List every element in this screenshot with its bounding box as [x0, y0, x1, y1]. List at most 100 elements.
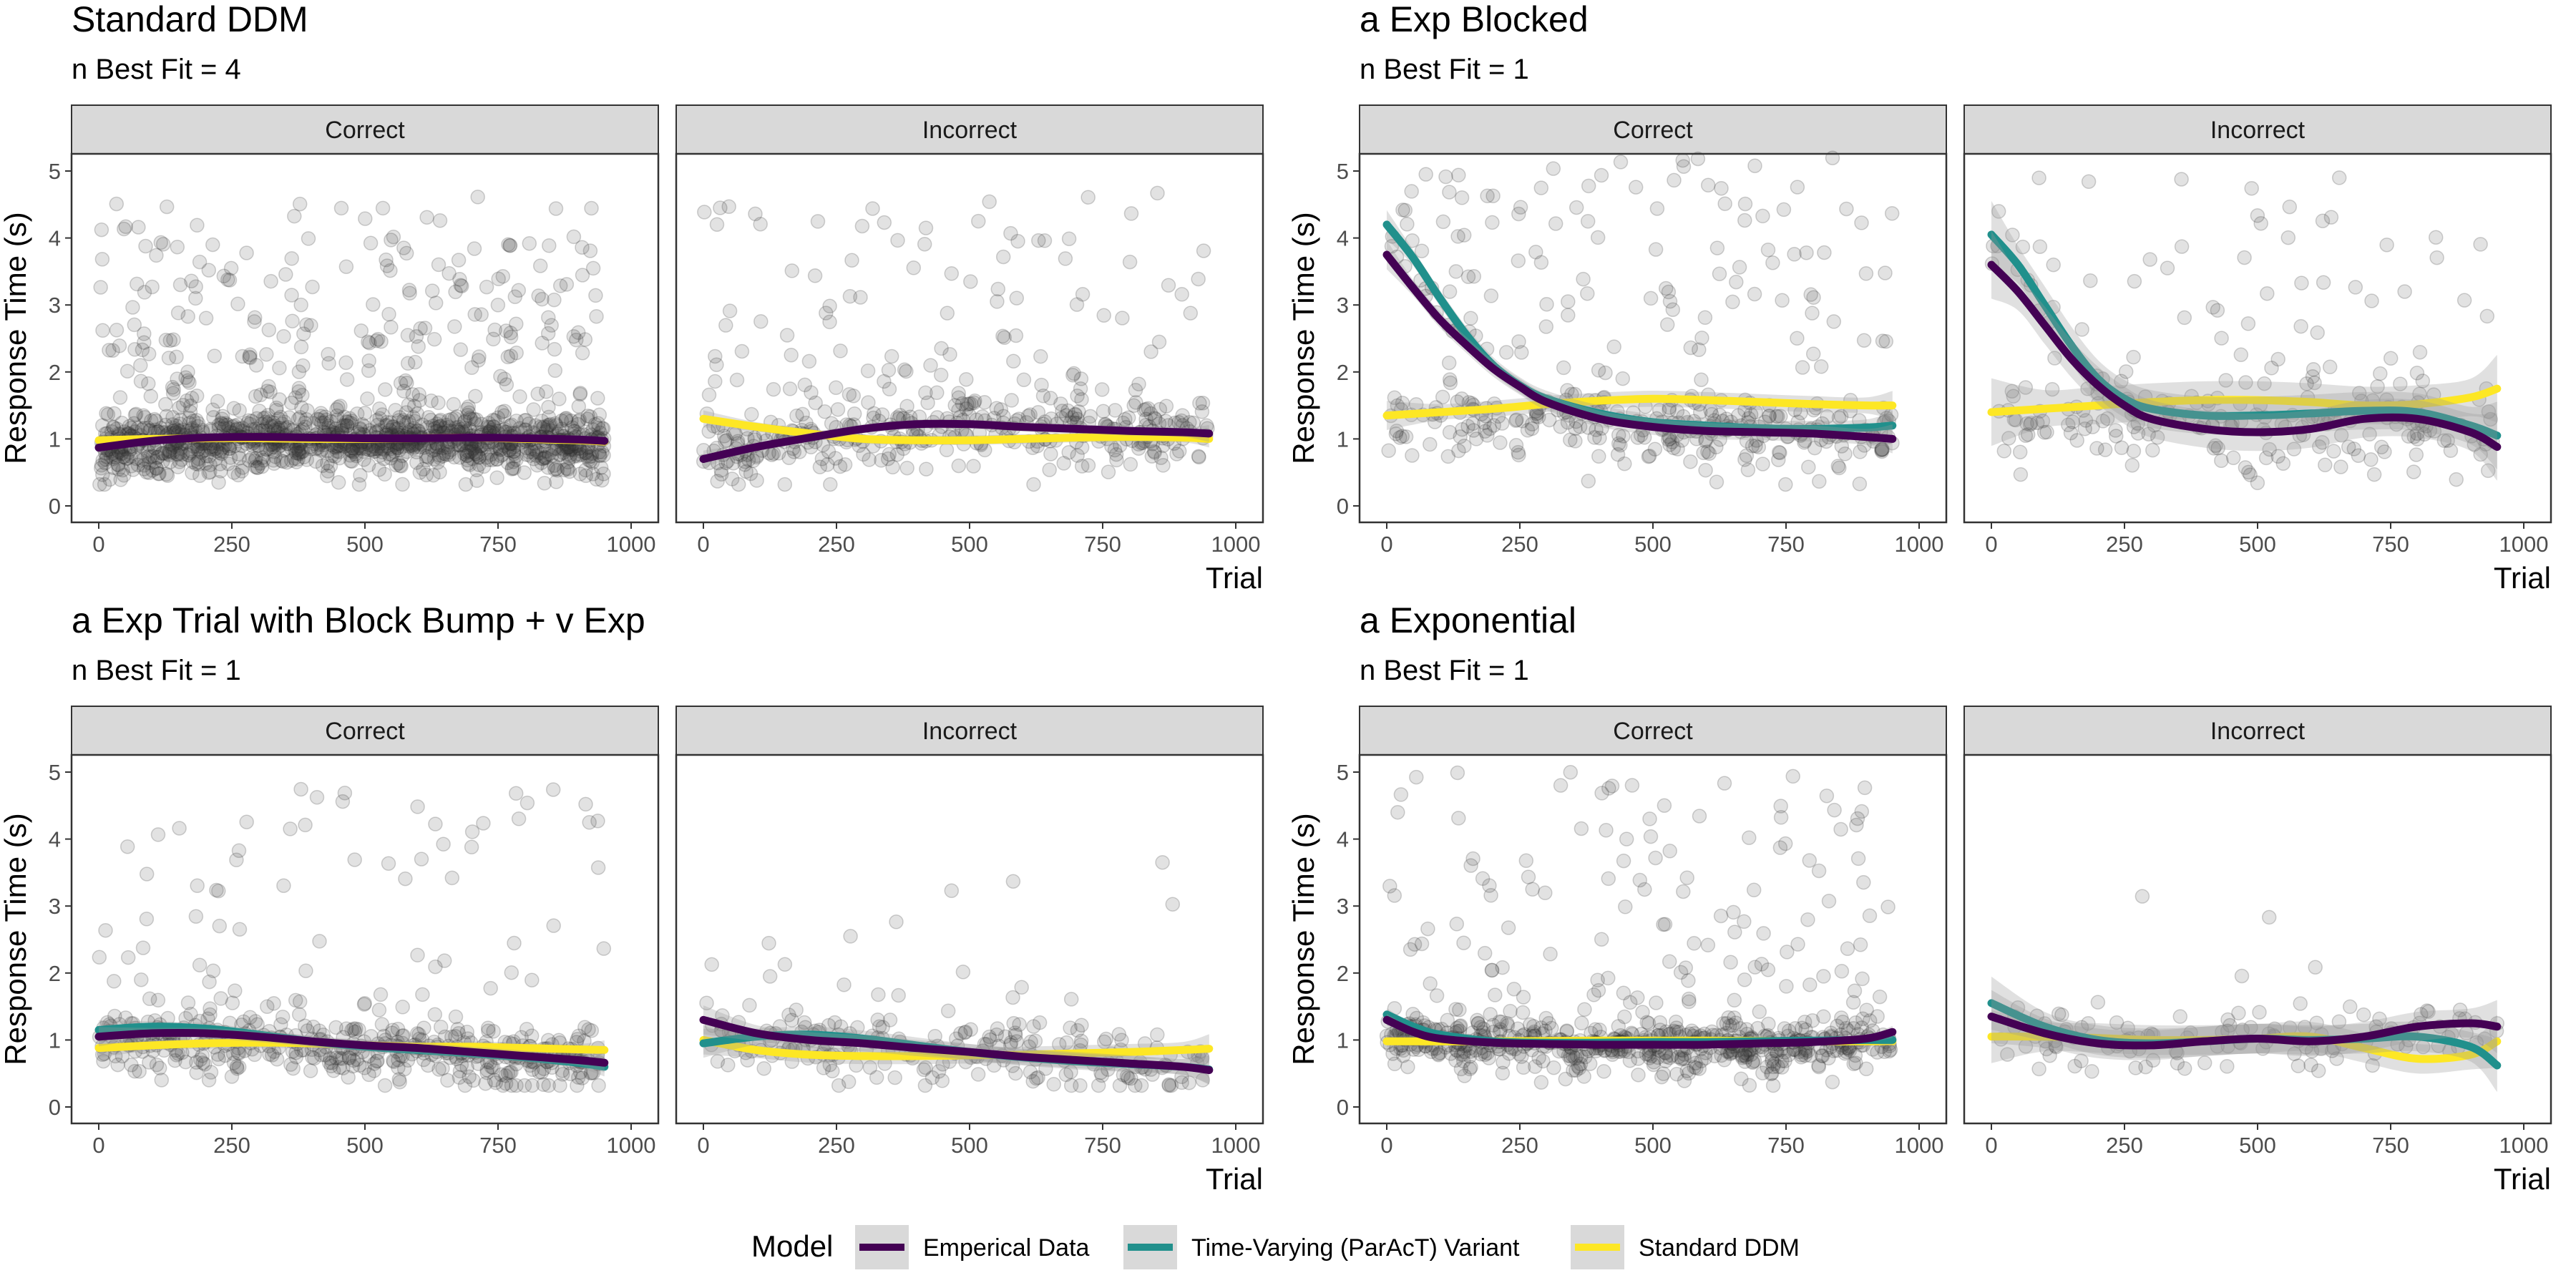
scatter-point [492, 442, 508, 457]
scatter-point [1521, 869, 1536, 884]
scatter-point [186, 413, 201, 429]
scatter-point [119, 364, 135, 379]
scatter-point [1839, 1044, 1854, 1060]
scatter-point [522, 235, 537, 251]
scatter-point [1435, 214, 1451, 230]
scatter-point [250, 460, 265, 475]
facet-correct: Correct 0 250 500 750 1000 0 1 2 3 4 5 [49, 706, 660, 1158]
scatter-point [374, 444, 390, 459]
scatter-point [497, 371, 512, 386]
scatter-point [446, 396, 462, 412]
scatter-point [995, 249, 1011, 265]
scatter-point [1183, 306, 1199, 321]
scatter-point [537, 450, 552, 466]
scatter-point [258, 414, 273, 430]
scatter-point [292, 196, 308, 212]
scatter-point [436, 446, 452, 462]
scatter-point [1539, 296, 1554, 312]
scatter-point [188, 279, 203, 294]
scatter-point [509, 316, 524, 331]
scatter-point [472, 457, 487, 472]
scatter-point [1042, 462, 1057, 477]
scatter-point [398, 373, 414, 389]
scatter-point [331, 444, 347, 459]
panel-subtitle: n Best Fit = 1 [72, 655, 241, 686]
scatter-point [2083, 273, 2098, 288]
scatter-point [464, 444, 479, 459]
scatter-point [116, 467, 132, 483]
scatter-point [764, 447, 779, 462]
facet-strip-label: Incorrect [922, 718, 1018, 745]
scatter-point [820, 457, 835, 472]
scatter-point [2308, 960, 2323, 975]
scatter-point [495, 268, 511, 284]
scatter-point [271, 411, 286, 426]
scatter-point [366, 444, 381, 459]
scatter-point [284, 251, 299, 266]
scatter-point [262, 414, 278, 429]
scatter-point [887, 1070, 902, 1085]
scatter-point [502, 442, 517, 458]
scatter-point [288, 992, 303, 1008]
scatter-point [351, 1022, 366, 1037]
scatter-point [318, 409, 333, 424]
scatter-point [530, 386, 545, 401]
scatter-point [779, 328, 795, 343]
scatter-point [212, 445, 227, 460]
scatter-point [1155, 854, 1170, 870]
scatter-point [1850, 851, 1866, 867]
scatter-point [305, 279, 320, 295]
scatter-point [503, 329, 519, 345]
scatter-point [1108, 447, 1124, 462]
scatter-point [1006, 353, 1021, 369]
scatter-point [435, 1060, 450, 1076]
scatter-point [276, 443, 291, 458]
scatter-point [1483, 888, 1498, 903]
scatter-point [339, 372, 355, 387]
scatter-point [384, 320, 399, 335]
scatter-point [1854, 804, 1870, 819]
scatter-point [1073, 381, 1088, 396]
scatter-point [459, 401, 475, 416]
scatter-point [547, 292, 562, 308]
facet-strip-label: Incorrect [2210, 718, 2306, 745]
x-tick-label: 250 [818, 1133, 855, 1158]
scatter-point [94, 252, 110, 267]
scatter-point [417, 321, 433, 336]
scatter-point [1594, 932, 1609, 947]
scatter-point [279, 454, 295, 470]
scatter-point [499, 377, 514, 392]
scatter-point [1405, 448, 1420, 463]
scatter-point [542, 447, 557, 462]
scatter-point [704, 957, 719, 972]
scatter-point [149, 248, 164, 263]
scatter-point [295, 387, 310, 403]
scatter-point [535, 451, 550, 466]
scatter-point [1513, 200, 1528, 215]
x-axis-title: Trial [1206, 561, 1263, 595]
scatter-point [2069, 433, 2084, 448]
scatter-point [215, 411, 230, 426]
scatter-point [592, 448, 608, 464]
scatter-point [349, 406, 365, 421]
scatter-point [383, 263, 398, 278]
scatter-point [131, 220, 146, 235]
scatter-point [412, 465, 428, 480]
scatter-point [2013, 467, 2029, 482]
scatter-point [213, 442, 228, 457]
scatter-point [1441, 355, 1457, 371]
scatter-point [296, 326, 311, 341]
scatter-point [341, 414, 356, 429]
scatter-point [297, 415, 313, 431]
scatter-point [540, 460, 556, 475]
scatter-point [731, 477, 746, 492]
scatter-point [2244, 180, 2259, 196]
scatter-point [871, 987, 886, 1002]
scatter-point [182, 416, 197, 431]
scatter-point [1700, 937, 1716, 953]
scatter-point [269, 400, 284, 416]
x-tick-label: 250 [1501, 532, 1538, 557]
scatter-point [1196, 243, 1211, 258]
scatter-point [500, 455, 516, 471]
scatter-point [709, 217, 725, 232]
